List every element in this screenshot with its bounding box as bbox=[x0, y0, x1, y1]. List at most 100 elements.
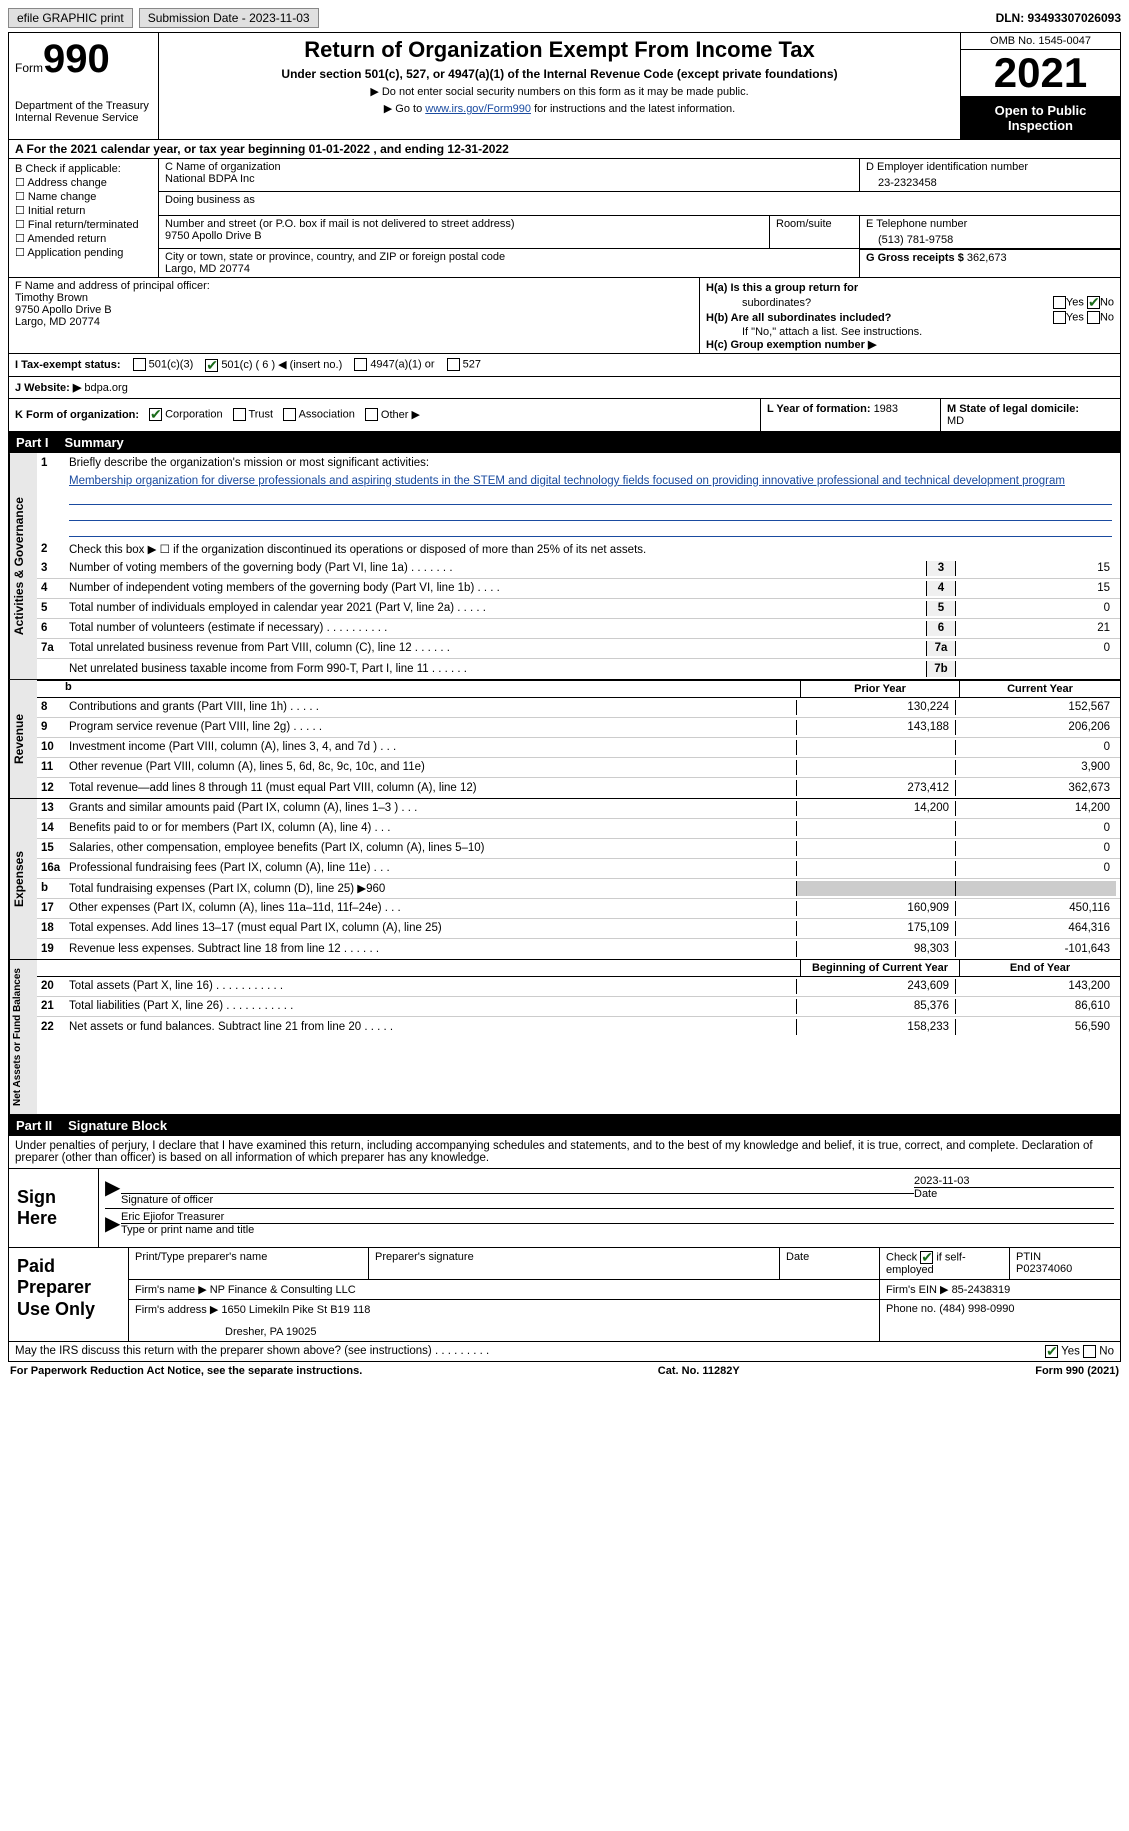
check-final[interactable]: ☐ Final return/terminated bbox=[15, 218, 152, 231]
vtab-revenue: Revenue bbox=[9, 680, 37, 798]
ln21-curr: 86,610 bbox=[956, 999, 1116, 1014]
ln2-num: 2 bbox=[41, 543, 69, 555]
ln5-val: 0 bbox=[956, 601, 1116, 616]
addr-box: Number and street (or P.O. box if mail i… bbox=[159, 216, 770, 248]
cd-row1: C Name of organization National BDPA Inc… bbox=[159, 159, 1120, 192]
check-address[interactable]: ☐ Address change bbox=[15, 176, 152, 189]
ln16a-text: Professional fundraising fees (Part IX, … bbox=[69, 862, 796, 874]
k-check-other[interactable] bbox=[365, 408, 378, 421]
net-headrow: Beginning of Current Year End of Year bbox=[37, 960, 1120, 977]
ln20-curr: 143,200 bbox=[956, 979, 1116, 994]
line3: 3 Number of voting members of the govern… bbox=[37, 559, 1120, 579]
check-initial[interactable]: ☐ Initial return bbox=[15, 204, 152, 217]
sig-name-field: Eric Ejiofor Treasurer Type or print nam… bbox=[121, 1211, 1114, 1236]
ln10-curr: 0 bbox=[956, 740, 1116, 755]
ha-yes-check[interactable] bbox=[1053, 296, 1066, 309]
firm-addr-label: Firm's address ▶ bbox=[135, 1304, 221, 1316]
i-check-501c[interactable] bbox=[205, 359, 218, 372]
i-check-4947[interactable] bbox=[354, 358, 367, 371]
addr-label: Number and street (or P.O. box if mail i… bbox=[165, 218, 763, 230]
line9: 9 Program service revenue (Part VIII, li… bbox=[37, 718, 1120, 738]
check-final-text: Final return/terminated bbox=[28, 219, 139, 231]
k-check-assoc[interactable] bbox=[283, 408, 296, 421]
ln5-box: 5 bbox=[926, 601, 956, 616]
sig-intro: Under penalties of perjury, I declare th… bbox=[8, 1136, 1121, 1169]
no-label: No bbox=[1100, 296, 1114, 308]
ln8-num: 8 bbox=[41, 701, 69, 713]
ln11-text: Other revenue (Part VIII, column (A), li… bbox=[69, 761, 796, 773]
i-opt0: 501(c)(3) bbox=[149, 359, 194, 371]
k-opt1: Trust bbox=[248, 409, 273, 421]
sig-arrow2: ▶ bbox=[105, 1211, 121, 1236]
check-amended[interactable]: ☐ Amended return bbox=[15, 232, 152, 245]
hb-no-check[interactable] bbox=[1087, 311, 1100, 324]
discuss-no-check[interactable] bbox=[1083, 1345, 1096, 1358]
gross-value: 362,673 bbox=[967, 252, 1007, 264]
summary-body-net: Beginning of Current Year End of Year 20… bbox=[37, 960, 1120, 1114]
firm-ein-cell: Firm's EIN ▶ 85-2438319 bbox=[880, 1280, 1120, 1299]
submission-button[interactable]: Submission Date - 2023-11-03 bbox=[139, 8, 319, 28]
ha-no-check[interactable] bbox=[1087, 296, 1100, 309]
row-a-mid: , and ending bbox=[370, 142, 447, 156]
footer-left: For Paperwork Reduction Act Notice, see … bbox=[10, 1365, 362, 1377]
line17: 17 Other expenses (Part IX, column (A), … bbox=[37, 899, 1120, 919]
check-pending[interactable]: ☐ Application pending bbox=[15, 246, 152, 259]
ln14-prior bbox=[796, 821, 956, 836]
hb-yes-check[interactable] bbox=[1053, 311, 1066, 324]
ln17-curr: 450,116 bbox=[956, 901, 1116, 916]
ln9-num: 9 bbox=[41, 721, 69, 733]
ln3-num: 3 bbox=[41, 562, 69, 574]
col-f: F Name and address of principal officer:… bbox=[9, 278, 700, 353]
tel-box: E Telephone number (513) 781-9758 bbox=[860, 216, 1120, 248]
check-amended-text: Amended return bbox=[27, 233, 106, 245]
f-label: F Name and address of principal officer: bbox=[15, 280, 693, 292]
sig-row2: ▶ Eric Ejiofor Treasurer Type or print n… bbox=[105, 1209, 1114, 1238]
ln16a-curr: 0 bbox=[956, 861, 1116, 876]
irs-link[interactable]: www.irs.gov/Form990 bbox=[425, 103, 531, 115]
ln7b-box: 7b bbox=[926, 661, 956, 677]
city-wrap: City or town, state or province, country… bbox=[159, 249, 860, 277]
i-check-501c3[interactable] bbox=[133, 358, 146, 371]
footer-right: Form 990 (2021) bbox=[1035, 1365, 1119, 1377]
curr-year-label: Current Year bbox=[960, 681, 1120, 697]
ln21-text: Total liabilities (Part X, line 26) . . … bbox=[69, 1000, 796, 1012]
inspection-label: Open to Public Inspection bbox=[961, 97, 1120, 139]
form-word: Form bbox=[15, 61, 43, 75]
ln7b-text: Net unrelated business taxable income fr… bbox=[69, 663, 926, 675]
line7a: 7a Total unrelated business revenue from… bbox=[37, 639, 1120, 659]
ln6-val: 21 bbox=[956, 621, 1116, 636]
year-value: 1983 bbox=[874, 403, 898, 415]
row-a-end: 12-31-2022 bbox=[447, 142, 508, 156]
self-employed-check[interactable] bbox=[920, 1251, 933, 1264]
city-value: Largo, MD 20774 bbox=[165, 263, 853, 275]
check-name[interactable]: ☐ Name change bbox=[15, 190, 152, 203]
phone-label: Phone no. bbox=[886, 1303, 939, 1315]
ln13-num: 13 bbox=[41, 802, 69, 814]
ln7a-text: Total unrelated business revenue from Pa… bbox=[69, 642, 926, 654]
line14: 14 Benefits paid to or for members (Part… bbox=[37, 819, 1120, 839]
name-label: C Name of organization bbox=[165, 161, 853, 173]
line15: 15 Salaries, other compensation, employe… bbox=[37, 839, 1120, 859]
firm-name-value: NP Finance & Consulting LLC bbox=[210, 1284, 356, 1296]
ln22-num: 22 bbox=[41, 1021, 69, 1033]
gross-box: G Gross receipts $ 362,673 bbox=[860, 249, 1120, 277]
efile-button[interactable]: efile GRAPHIC print bbox=[8, 8, 133, 28]
line19: 19 Revenue less expenses. Subtract line … bbox=[37, 939, 1120, 959]
ln12-prior: 273,412 bbox=[796, 780, 956, 796]
i-check-527[interactable] bbox=[447, 358, 460, 371]
discuss-yes-check[interactable] bbox=[1045, 1345, 1058, 1358]
form-header: Form990 Department of the Treasury Inter… bbox=[8, 32, 1121, 140]
ln4-box: 4 bbox=[926, 581, 956, 596]
omb-label: OMB No. 1545-0047 bbox=[961, 33, 1120, 50]
ln2-text: Check this box ▶ ☐ if the organization d… bbox=[69, 542, 1116, 556]
col-h: H(a) Is this a group return for subordin… bbox=[700, 278, 1120, 353]
line7b: Net unrelated business taxable income fr… bbox=[37, 659, 1120, 679]
sig-name-label: Type or print name and title bbox=[121, 1223, 1114, 1236]
k-check-corp[interactable] bbox=[149, 408, 162, 421]
firm-addr1: 1650 Limekiln Pike St B19 118 bbox=[221, 1304, 370, 1316]
ln12-num: 12 bbox=[41, 782, 69, 794]
ptin-label: PTIN bbox=[1016, 1251, 1114, 1263]
ln5-num: 5 bbox=[41, 602, 69, 614]
k-check-trust[interactable] bbox=[233, 408, 246, 421]
line22: 22 Net assets or fund balances. Subtract… bbox=[37, 1017, 1120, 1037]
